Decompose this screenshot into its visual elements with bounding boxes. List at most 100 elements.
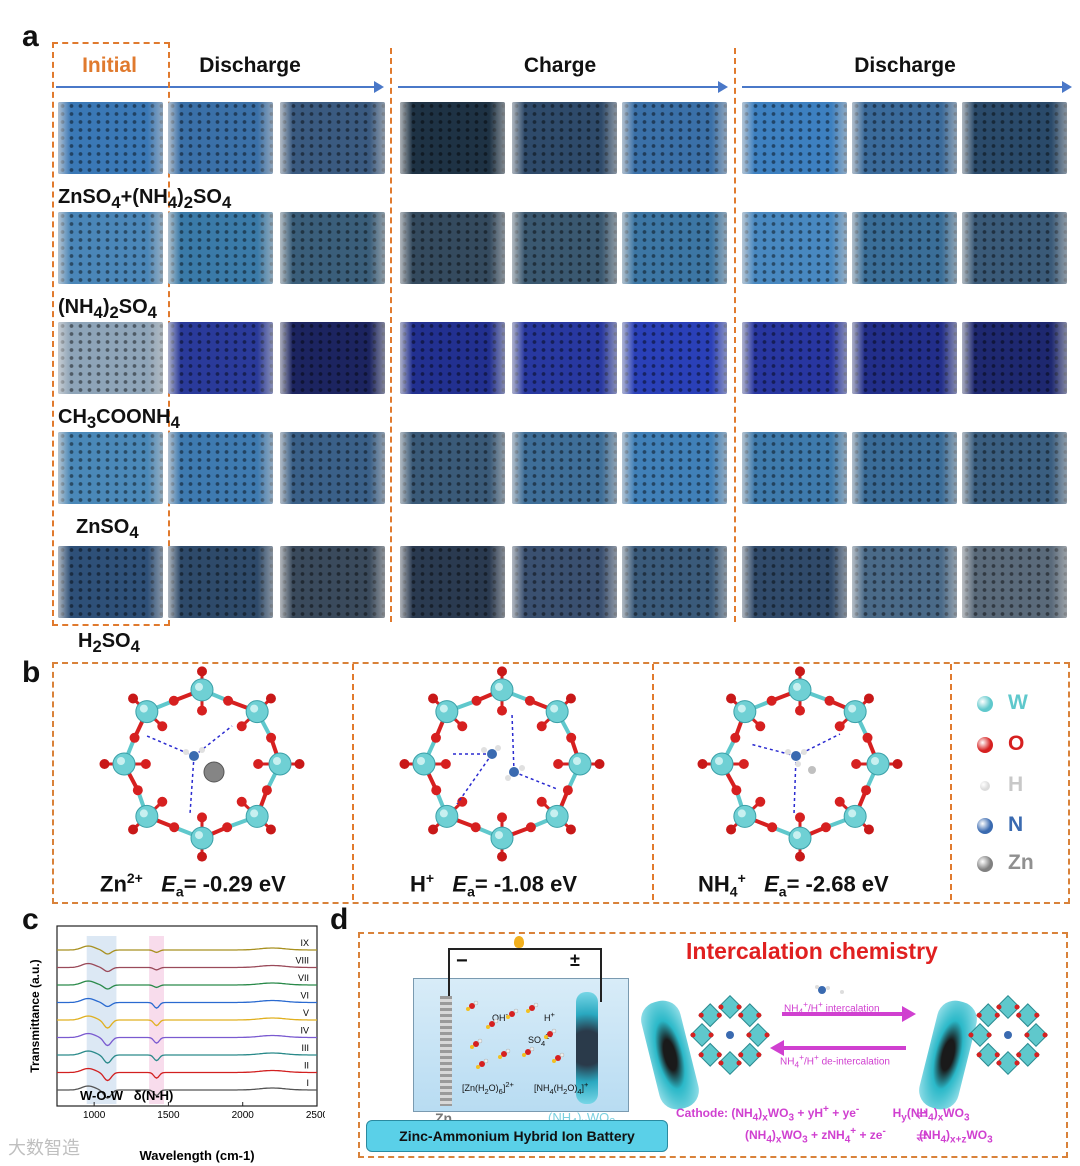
o-atom — [497, 812, 507, 822]
equilibrium-arrow-icon: ⇌ — [916, 1128, 928, 1145]
o-atom — [295, 759, 305, 769]
x-tick-label: 1500 — [157, 1110, 180, 1121]
w-atom — [246, 805, 268, 827]
x-tick-label: 1000 — [83, 1110, 106, 1121]
o-atom — [747, 1033, 752, 1038]
n-atom — [726, 1031, 734, 1039]
electrode-photo — [622, 212, 727, 284]
o-atom — [128, 824, 138, 834]
legend-ball-h — [980, 781, 990, 791]
o-atom — [133, 785, 143, 795]
x-axis-title: Wavelength (cm-1) — [139, 1148, 254, 1163]
o-atom — [765, 1033, 770, 1038]
w-atom — [789, 827, 811, 849]
electrode-photo — [168, 102, 273, 174]
electrode-photo — [58, 212, 163, 284]
h-bond — [457, 754, 492, 804]
o-atom — [863, 733, 873, 743]
o-atom — [717, 1013, 722, 1018]
wow-band — [87, 936, 117, 1104]
o-atom — [719, 1061, 724, 1066]
row-label-h2so4: H2SO4 — [78, 630, 140, 657]
w-atom — [844, 805, 866, 827]
wo3-cluster-left — [690, 990, 770, 1080]
o-atom — [726, 694, 736, 704]
series-label: VI — [300, 991, 309, 1001]
electrode-photo — [280, 212, 385, 284]
o-atom — [1034, 1052, 1039, 1057]
o-atom — [262, 785, 272, 795]
w-atom-highlight — [793, 683, 801, 691]
w-atom-highlight — [573, 757, 581, 765]
w-atom — [789, 679, 811, 701]
o-atom — [1016, 1013, 1021, 1018]
w-atom — [569, 753, 591, 775]
electrode-photo — [742, 322, 847, 394]
legend-ball-o — [977, 737, 993, 753]
electrode-photo — [852, 212, 957, 284]
o-atom — [400, 759, 410, 769]
electrode-photo — [400, 546, 505, 618]
o-atom — [472, 696, 482, 706]
intercalation-title: Intercalation chemistry — [686, 938, 938, 965]
w-atom — [546, 701, 568, 723]
w-atom — [413, 753, 435, 775]
arrow-charge — [398, 86, 720, 88]
o-atom — [595, 759, 605, 769]
electrode-photo — [742, 212, 847, 284]
electrode-photo — [512, 322, 617, 394]
w-atom-highlight — [793, 831, 801, 839]
w-atom-highlight — [848, 705, 856, 713]
electrode-photo — [400, 322, 505, 394]
h-atom — [481, 747, 487, 753]
panel-label-a: a — [22, 20, 39, 54]
o-atom — [197, 812, 207, 822]
h-atom — [495, 745, 501, 751]
o-atom — [431, 733, 441, 743]
o-atom — [197, 706, 207, 716]
arrow-discharge-2 — [742, 86, 1064, 88]
o-atom — [767, 696, 777, 706]
o-atom — [864, 824, 874, 834]
ftir-chart: 1000150020002500Wavelength (cm-1)Transmi… — [25, 920, 325, 1166]
h-bond — [514, 772, 557, 789]
electrode-photo — [512, 102, 617, 174]
o-atom — [566, 694, 576, 704]
w-atom — [191, 679, 213, 701]
o-atom — [441, 759, 451, 769]
w-atom — [546, 805, 568, 827]
zn-atom — [204, 762, 224, 782]
o-atom — [497, 666, 507, 676]
w-atom-highlight — [195, 831, 203, 839]
w-atom-highlight — [250, 809, 258, 817]
solvated-species — [462, 994, 572, 1074]
o-atom — [428, 694, 438, 704]
series-label: V — [303, 1008, 309, 1018]
electrode-photo — [962, 102, 1067, 174]
w-atom-highlight — [871, 757, 879, 765]
o-atom — [471, 822, 481, 832]
o-atom — [237, 797, 247, 807]
electrode-photo — [400, 432, 505, 504]
o-atom — [566, 733, 576, 743]
electrode-photo — [280, 546, 385, 618]
h-atom — [494, 1019, 498, 1023]
stage-discharge-2: Discharge — [825, 54, 985, 78]
n-atom — [189, 751, 199, 761]
w-atom — [246, 701, 268, 723]
series-label: IX — [300, 938, 309, 948]
electrode-photo — [622, 432, 727, 504]
o-atom — [197, 666, 207, 676]
s-atom — [486, 1025, 490, 1029]
o-atom — [977, 1052, 982, 1057]
wo3-structures — [52, 664, 952, 864]
w-atom — [191, 827, 213, 849]
s-atom — [470, 1045, 474, 1049]
o-atom — [977, 1013, 982, 1018]
nh4-ion-icon — [814, 984, 854, 998]
o-atom — [726, 824, 736, 834]
h-atom — [199, 747, 205, 753]
row-label-znso4: ZnSO4 — [76, 516, 139, 543]
w-atom-highlight — [495, 831, 503, 839]
h-atom — [183, 749, 189, 755]
